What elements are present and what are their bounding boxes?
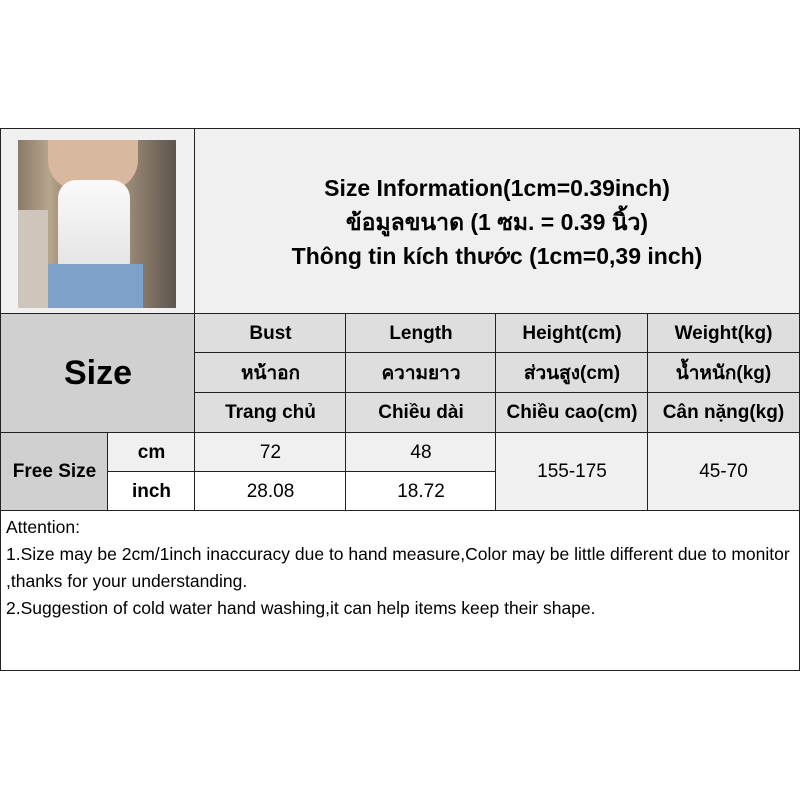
row-label-free-size: Free Size xyxy=(0,432,109,512)
height-range: 155-175 xyxy=(495,432,649,512)
unit-inch: inch xyxy=(107,471,196,512)
product-photo xyxy=(18,140,176,308)
header-length-th: ความยาว xyxy=(345,352,497,394)
size-header: Size xyxy=(0,313,196,434)
attention-line-1: 1.Size may be 2cm/1inch inaccuracy due t… xyxy=(6,544,790,591)
attention-line-2: 2.Suggestion of cold water hand washing,… xyxy=(6,598,596,618)
weight-range: 45-70 xyxy=(647,432,800,512)
title-cell: Size Information(1cm=0.39inch) ข้อมูลขนา… xyxy=(194,128,800,315)
bust-inch: 28.08 xyxy=(194,471,347,512)
header-weight-th: น้ำหนัก(kg) xyxy=(647,352,800,394)
length-inch: 18.72 xyxy=(345,471,497,512)
header-weight-vi: Cân nặng(kg) xyxy=(647,392,800,434)
header-bust-th: หน้าอก xyxy=(194,352,347,394)
header-bust-en: Bust xyxy=(194,313,347,354)
header-height-th: ส่วนสูง(cm) xyxy=(495,352,649,394)
unit-cm: cm xyxy=(107,432,196,473)
header-weight-en: Weight(kg) xyxy=(647,313,800,354)
header-height-en: Height(cm) xyxy=(495,313,649,354)
title-vietnamese: Thông tin kích thước (1cm=0,39 inch) xyxy=(291,242,703,269)
header-bust-vi: Trang chủ xyxy=(194,392,347,434)
bust-cm: 72 xyxy=(194,432,347,473)
header-length-vi: Chiều dài xyxy=(345,392,497,434)
header-height-vi: Chiều cao(cm) xyxy=(495,392,649,434)
length-cm: 48 xyxy=(345,432,497,473)
attention-notes: Attention: 1.Size may be 2cm/1inch inacc… xyxy=(0,510,800,671)
header-length-en: Length xyxy=(345,313,497,354)
title-english: Size Information(1cm=0.39inch) xyxy=(324,174,670,201)
title-thai: ข้อมูลขนาด (1 ซม. = 0.39 นิ้ว) xyxy=(345,208,649,235)
attention-heading: Attention: xyxy=(6,517,80,537)
